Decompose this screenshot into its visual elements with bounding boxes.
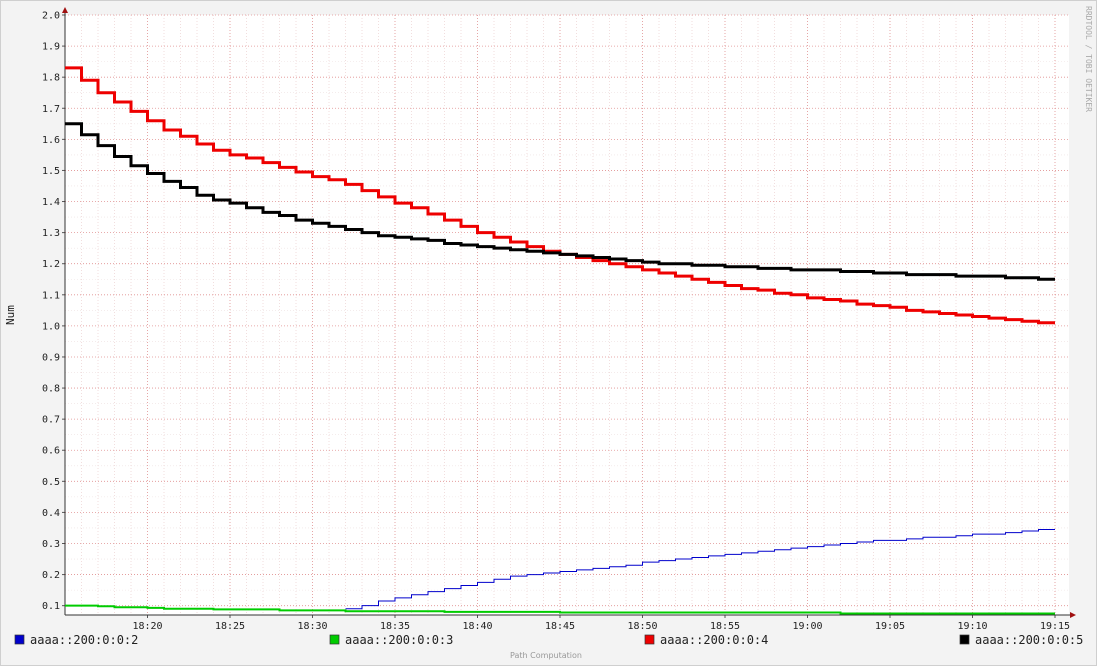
- legend-swatch: [959, 634, 970, 645]
- y-axis-title: Num: [4, 305, 17, 325]
- x-tick-label: 18:50: [627, 621, 657, 632]
- series-line-2: [65, 604, 1055, 615]
- y-tick-label: 1.1: [42, 290, 60, 301]
- y-tick-label: 0.7: [42, 415, 60, 426]
- y-tick-label: 0.9: [42, 352, 60, 363]
- x-tick-label: 18:30: [297, 621, 327, 632]
- legend-item: aaaa::200:0:0:3: [329, 633, 453, 647]
- legend-swatch: [14, 634, 25, 645]
- legend-item: aaaa::200:0:0:4: [644, 633, 768, 647]
- y-tick-label: 0.4: [42, 508, 60, 519]
- legend-item: aaaa::200:0:0:2: [14, 633, 138, 647]
- x-axis-arrow: [1070, 612, 1076, 618]
- y-tick-label: 1.8: [42, 73, 60, 84]
- legend-label: aaaa::200:0:0:4: [660, 633, 768, 647]
- legend-label: aaaa::200:0:0:3: [345, 633, 453, 647]
- y-tick-label: 0.2: [42, 570, 60, 581]
- y-tick-label: 1.9: [42, 42, 60, 53]
- y-tick-label: 1.3: [42, 228, 60, 239]
- legend-swatch: [644, 634, 655, 645]
- x-tick-label: 18:25: [215, 621, 245, 632]
- grid-layer: [65, 14, 1069, 615]
- x-tick-label: 18:55: [710, 621, 740, 632]
- y-tick-label: 1.5: [42, 166, 60, 177]
- legend-label: aaaa::200:0:0:5: [975, 633, 1083, 647]
- plot-area: [65, 15, 1069, 615]
- series-layer: [65, 66, 1055, 615]
- footer-caption: Path Computation: [510, 651, 582, 660]
- y-tick-label: 2.0: [42, 11, 60, 22]
- rrdtool-watermark: RRDTOOL / TOBI OETIKER: [1084, 6, 1093, 112]
- y-tick-label: 1.7: [42, 104, 60, 115]
- y-tick-label: 1.6: [42, 135, 60, 146]
- y-axis-arrow: [62, 7, 68, 13]
- x-tick-label: 19:10: [957, 621, 987, 632]
- y-tick-label: 0.8: [42, 384, 60, 395]
- y-tick-label: 0.5: [42, 477, 60, 488]
- legend-label: aaaa::200:0:0:2: [30, 633, 138, 647]
- x-tick-label: 18:40: [462, 621, 492, 632]
- x-tick-label: 18:45: [545, 621, 575, 632]
- y-tick-label: 0.3: [42, 539, 60, 550]
- series-line-4: [65, 122, 1055, 281]
- legend-swatch: [329, 634, 340, 645]
- series-line-1: [345, 529, 1055, 610]
- axes-layer: [62, 7, 1076, 618]
- y-tick-label: 0.1: [42, 601, 60, 612]
- y-tick-label: 1.4: [42, 197, 60, 208]
- x-tick-label: 19:00: [792, 621, 822, 632]
- x-tick-label: 19:05: [875, 621, 905, 632]
- x-tick-label: 18:20: [132, 621, 162, 632]
- y-tick-label: 1.0: [42, 321, 60, 332]
- legend-item: aaaa::200:0:0:5: [959, 633, 1083, 647]
- x-tick-label: 19:15: [1040, 621, 1070, 632]
- y-tick-label: 1.2: [42, 259, 60, 270]
- y-tick-label: 0.6: [42, 446, 60, 457]
- legend: aaaa::200:0:0:2 aaaa::200:0:0:3 aaaa::200:…: [14, 633, 1083, 647]
- x-tick-label: 18:35: [380, 621, 410, 632]
- tick-labels-layer: 18:20 18:25 18:30 18:35 18:40 18:45 18:50 18:55…: [42, 11, 1070, 633]
